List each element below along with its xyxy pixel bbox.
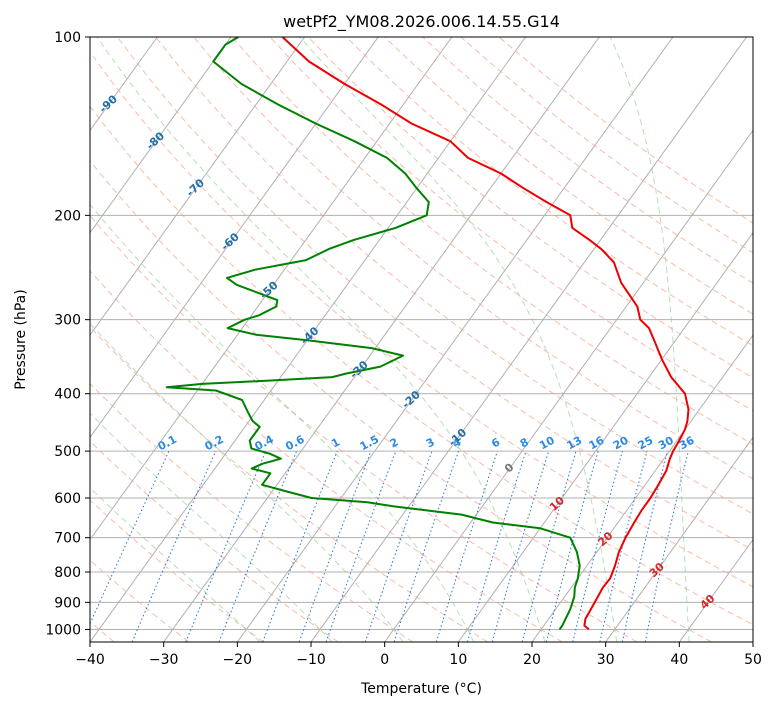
dry-adiabat xyxy=(231,37,753,445)
moist-adiabat xyxy=(609,37,690,642)
dry-adiabat xyxy=(90,499,264,642)
x-tick-label: 40 xyxy=(670,652,688,668)
y-tick-label: 800 xyxy=(54,565,81,581)
moist-adiabat xyxy=(90,412,333,642)
chart-title: wetPf2_YM08.2026.006.14.55.G14 xyxy=(283,12,560,32)
isotherm-line xyxy=(605,436,753,642)
isotherm-line xyxy=(90,37,232,234)
dry-adiabat xyxy=(193,37,753,480)
dry-adiabat xyxy=(90,270,563,642)
mixing-ratio-label: 16 xyxy=(587,434,607,453)
dry-adiabat xyxy=(155,37,753,515)
mixing-ratio-line xyxy=(131,450,217,642)
isotherm-line xyxy=(457,231,753,642)
mixing-ratio-line xyxy=(364,450,433,642)
isotherm-line xyxy=(163,37,600,642)
isotherm-line xyxy=(90,37,453,541)
mixing-ratio-line xyxy=(467,450,527,642)
isotherm-line xyxy=(90,37,379,439)
dry-adiabat xyxy=(90,214,638,642)
x-tick-label: 10 xyxy=(449,652,467,668)
y-tick-label: 300 xyxy=(54,313,81,329)
x-tick-label: −20 xyxy=(223,652,253,668)
mixing-ratio-line xyxy=(599,450,648,642)
y-tick-label: 100 xyxy=(54,30,81,46)
dry-adiabat xyxy=(384,37,753,315)
dry-adiabat xyxy=(90,105,753,626)
dry-adiabat xyxy=(269,37,753,412)
mixing-ratio-line xyxy=(325,450,397,642)
mixing-ratio-label: 30 xyxy=(656,434,676,453)
dry-adiabat xyxy=(90,326,488,642)
mixing-ratio-line xyxy=(218,450,298,642)
dry-adiabat xyxy=(422,37,753,284)
dry-adiabat xyxy=(90,382,414,642)
x-tick-label: −40 xyxy=(75,652,105,668)
plot-frame xyxy=(89,36,754,643)
dewpoint-profile xyxy=(165,37,581,630)
temperature-profile xyxy=(281,37,690,631)
dry-adiabat xyxy=(90,51,753,588)
x-tick-label: −10 xyxy=(296,652,326,668)
moist-adiabat xyxy=(96,37,546,642)
x-axis-label: Temperature (°C) xyxy=(360,681,482,697)
mixing-ratio-label: 25 xyxy=(636,434,656,453)
y-tick-label: 400 xyxy=(54,387,81,403)
mixing-ratio-label: 20 xyxy=(611,434,631,453)
y-tick-label: 700 xyxy=(54,531,81,547)
mixing-ratio-line xyxy=(393,450,460,642)
dry-adiabat xyxy=(117,37,753,551)
mixing-ratio-line xyxy=(644,450,689,642)
isotherm-line xyxy=(678,538,753,642)
y-tick-label: 200 xyxy=(54,208,81,224)
mixing-ratio-line xyxy=(572,450,623,642)
mixing-ratio-line xyxy=(491,450,550,642)
mixing-ratio-label: 13 xyxy=(565,434,585,453)
y-tick-label: 500 xyxy=(54,444,81,460)
isotherm-line xyxy=(384,129,753,642)
mixing-ratio-line xyxy=(435,450,498,642)
y-tick-label: 600 xyxy=(54,491,81,507)
moist-adiabat xyxy=(299,37,618,642)
mixing-ratio-line xyxy=(298,450,372,642)
isotherm-line xyxy=(236,37,674,642)
moist-adiabat xyxy=(90,322,404,642)
y-tick-label: 900 xyxy=(54,595,81,611)
x-tick-label: −30 xyxy=(149,652,179,668)
y-axis-label: Pressure (hPa) xyxy=(13,289,29,389)
mixing-ratio-line xyxy=(262,450,338,642)
mixing-ratio-line xyxy=(545,450,599,642)
isotherm-line xyxy=(90,37,306,336)
mixing-ratio-line xyxy=(185,450,267,642)
mixing-ratio-label: 10 xyxy=(537,434,557,453)
isotherm-line xyxy=(531,334,753,642)
y-tick-label: 1000 xyxy=(45,622,81,638)
x-tick-label: 50 xyxy=(744,652,762,668)
x-tick-label: 30 xyxy=(597,652,615,668)
mixing-ratio-label: 36 xyxy=(677,434,697,453)
mixing-ratio-line xyxy=(621,450,669,642)
mixing-ratio-line xyxy=(521,450,577,642)
x-tick-label: 0 xyxy=(380,652,389,668)
x-tick-label: 20 xyxy=(523,652,541,668)
dry-adiabat xyxy=(90,160,712,642)
moist-adiabat xyxy=(90,203,475,642)
